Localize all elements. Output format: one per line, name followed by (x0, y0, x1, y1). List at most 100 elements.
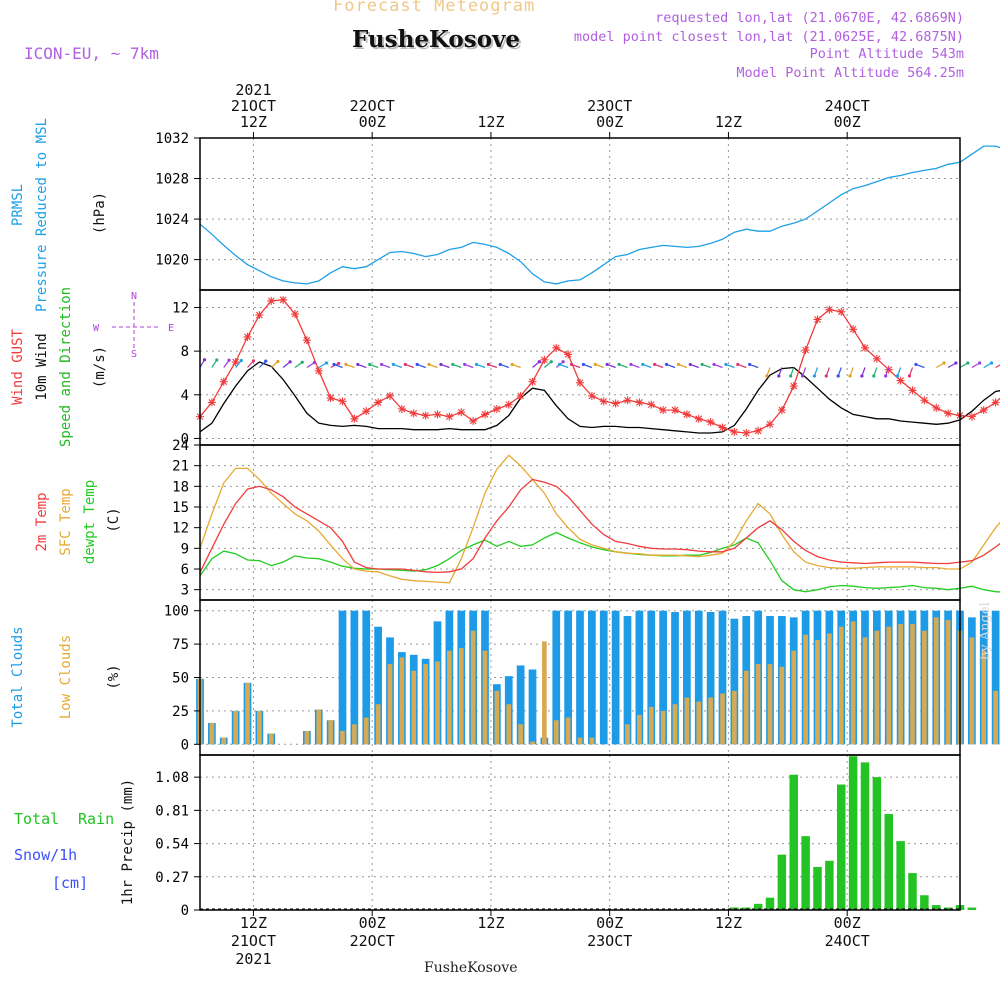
low-cloud-bar (399, 657, 405, 745)
low-cloud-bar (352, 724, 357, 745)
gust-point (374, 398, 383, 407)
total-cloud-bar (552, 610, 561, 745)
total-cloud-bar (576, 610, 584, 745)
gust-point (718, 423, 727, 432)
credit-watermark: by Angel (978, 602, 993, 660)
top-time-label: 00Z (359, 113, 386, 131)
gust-point (801, 346, 810, 355)
wind-arrow-head (451, 362, 455, 367)
wind-arrow-head (895, 374, 900, 378)
low-cloud-bar (660, 710, 666, 745)
wind-arrow-head (558, 362, 562, 367)
y-tick-label: 21 (172, 459, 189, 475)
top-time-label: 2021 (235, 81, 271, 99)
y-tick-label: 0 (181, 431, 189, 447)
low-cloud-bar (672, 704, 678, 745)
top-time-label: 24OCT (825, 97, 870, 115)
cloud-unit: (%) (106, 664, 122, 689)
wind-arrow-head (569, 362, 574, 367)
bottom-time-label: 24OCT (825, 932, 870, 950)
wind-arrow-head (954, 361, 958, 365)
low-cloud-bar (589, 737, 595, 745)
wind-arrow-head (264, 359, 268, 363)
gust-point (338, 397, 347, 406)
y-tick-label: 3 (181, 583, 189, 599)
wind-arrow-head (561, 360, 565, 364)
total-cloud-bar (599, 610, 608, 745)
wind-unit: (m/s) (92, 346, 108, 388)
lines-layer (199, 145, 1000, 593)
wind-arrow-head (664, 362, 669, 367)
low-cloud-bar (530, 741, 535, 745)
gust-point (587, 391, 596, 400)
precip-bar (848, 756, 858, 910)
wind-arrow-head (748, 362, 752, 367)
top-time-label: 12Z (477, 113, 504, 131)
bars-layer (196, 610, 1000, 910)
wind-dir-label: Speed and Direction (58, 287, 74, 447)
wind-arrow-head (537, 360, 541, 364)
y-tick-label: 18 (172, 479, 189, 495)
gust-point (920, 396, 929, 405)
gust-point (291, 310, 299, 319)
low-cloud-bar (458, 648, 464, 745)
total-cloud-bar (528, 669, 537, 745)
model-altitude: Model Point Altitude 564.25m (736, 65, 964, 81)
gust-point (635, 398, 644, 407)
wind-arrow-head (486, 362, 491, 367)
total-cloud-bar (635, 610, 644, 745)
frame-layer (194, 132, 961, 916)
precip-label: 1hr Precip (mm) (120, 779, 136, 905)
precip-bar (837, 784, 846, 910)
low-cloud-bar (482, 650, 488, 745)
gust-point (362, 407, 371, 416)
wind-arrow-head (872, 374, 876, 378)
pressure-line (199, 145, 1000, 285)
precip-bar (896, 841, 905, 910)
gust-point (849, 325, 858, 334)
low-cloud-bar (328, 720, 333, 745)
top-time-label: 12Z (715, 113, 742, 131)
gust-point (540, 355, 549, 364)
gust-point (231, 358, 240, 367)
wind-arrow-head (942, 361, 946, 365)
y-tick-label: 0 (181, 737, 189, 753)
y-tick-label: 0 (181, 903, 189, 919)
wind-arrow-head (337, 361, 341, 366)
wind-arrow-head (712, 362, 716, 367)
precip-bar (967, 907, 977, 910)
low-cloud-bar (411, 670, 417, 745)
total-cloud-bar (647, 610, 656, 745)
wind-arrow-head (914, 362, 918, 367)
total-cloud-bar (350, 610, 359, 745)
y-tick-label: 8 (181, 344, 189, 360)
wind-arrow-head (403, 362, 407, 367)
low-cloud-bar (316, 709, 322, 745)
gust-point (219, 377, 228, 386)
low-cloud-bar (791, 650, 797, 745)
gust-point (766, 420, 774, 429)
wind-arrow-head (463, 362, 467, 367)
bottom-time-label: 2021 (235, 950, 271, 968)
low-cloud-bar (922, 630, 927, 745)
bottom-time-label: 12Z (715, 914, 742, 932)
wind-arrow-head (812, 374, 817, 378)
gust-point (706, 418, 715, 427)
total-cloud-bar (730, 618, 739, 745)
wind-arrow-head (641, 362, 645, 367)
bottom-time-label: 22OCT (350, 932, 395, 950)
gust-point (908, 386, 917, 395)
panel-frame (199, 754, 961, 911)
low-cloud-bar (767, 664, 773, 745)
panel-frame (199, 444, 961, 601)
low-cloud-bar (363, 717, 369, 745)
low-cloud-bar (993, 690, 998, 745)
y-tick-label: 1032 (155, 131, 189, 147)
gust-point (872, 354, 881, 363)
pressure-unit: (hPa) (92, 192, 108, 234)
wind-arrow-head (884, 374, 888, 378)
wind-arrow-head (356, 362, 360, 367)
wind-arrow-head (848, 374, 852, 378)
gust-point (599, 397, 608, 406)
